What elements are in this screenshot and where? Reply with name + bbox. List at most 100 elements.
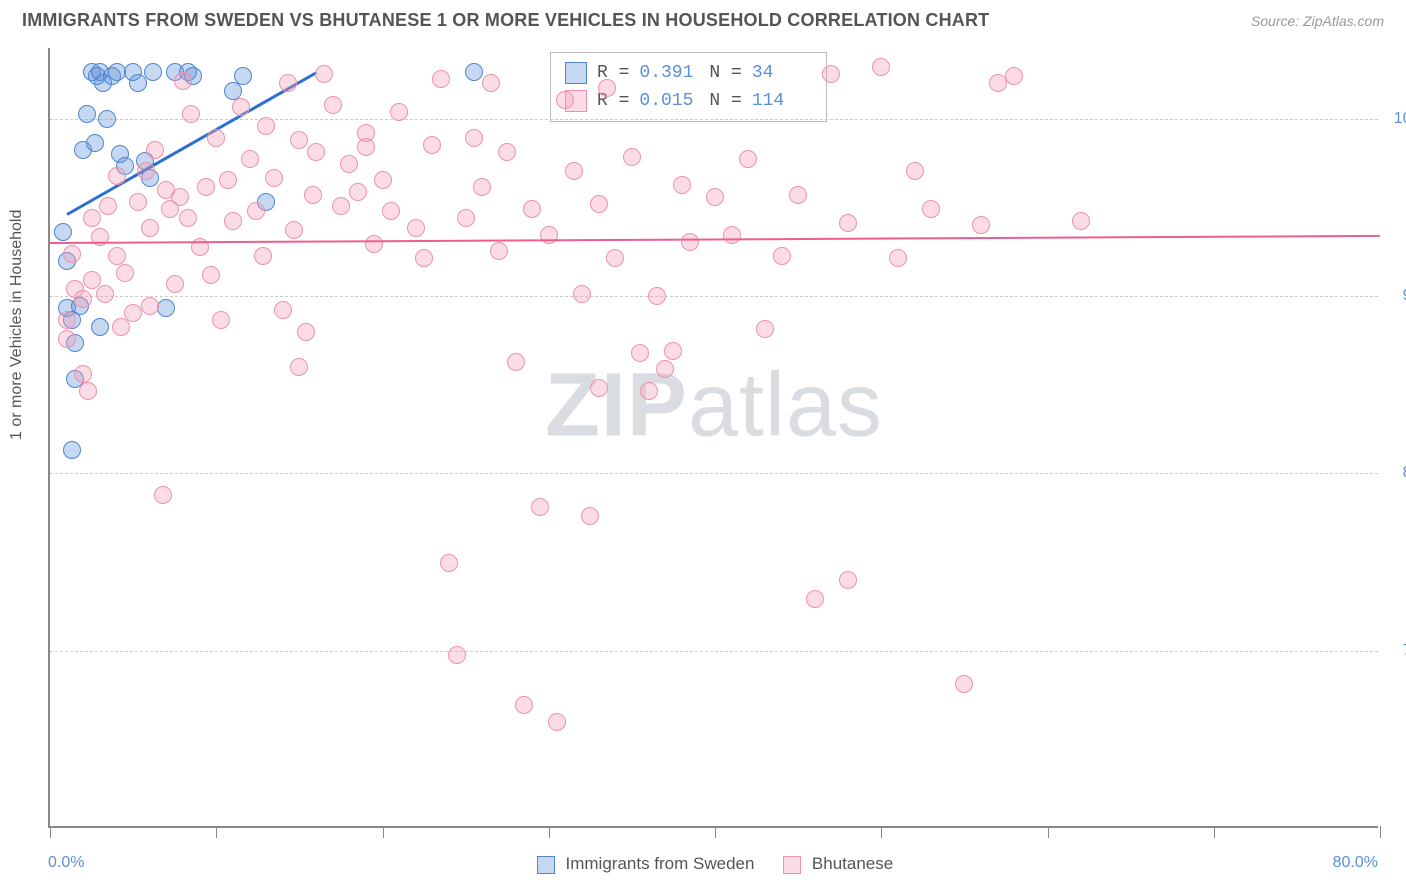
data-point [63,441,81,459]
data-point [219,171,237,189]
data-point [257,117,275,135]
data-point [648,287,666,305]
data-point [297,323,315,341]
data-point [839,214,857,232]
data-point [465,63,483,81]
data-point [440,554,458,572]
data-point [232,98,250,116]
gridline [50,296,1378,297]
data-point [523,200,541,218]
data-point [290,358,308,376]
data-point [382,202,400,220]
data-point [96,285,114,303]
xtick [549,826,550,838]
data-point [573,285,591,303]
data-point [656,360,674,378]
data-point [623,148,641,166]
data-point [171,188,189,206]
data-point [324,96,342,114]
xtick [383,826,384,838]
data-point [241,150,259,168]
data-point [640,382,658,400]
data-point [274,301,292,319]
legend-swatch-sweden [537,856,555,874]
data-point [79,382,97,400]
data-point [63,245,81,263]
data-point [457,209,475,227]
data-point [723,226,741,244]
data-point [254,247,272,265]
data-point [922,200,940,218]
data-point [83,209,101,227]
data-point [234,67,252,85]
data-point [141,297,159,315]
data-point [340,155,358,173]
data-point [357,138,375,156]
data-point [129,74,147,92]
gridline [50,473,1378,474]
data-point [99,197,117,215]
data-point [448,646,466,664]
xtick [881,826,882,838]
xtick [1380,826,1381,838]
source-label: Source: ZipAtlas.com [1251,13,1384,29]
stats-legend: R = 0.391 N = 34 R = 0.015 N = 114 [550,52,827,122]
data-point [144,63,162,81]
data-point [906,162,924,180]
data-point [179,209,197,227]
data-point [432,70,450,88]
xtick [715,826,716,838]
xtick [1214,826,1215,838]
legend-swatch-bhutanese [783,856,801,874]
data-point [265,169,283,187]
scatter-chart: ZIPatlas R = 0.391 N = 34 R = 0.015 N = … [48,48,1378,828]
data-point [590,379,608,397]
xtick [216,826,217,838]
data-point [212,311,230,329]
data-point [108,247,126,265]
bottom-legend: Immigrants from Sweden Bhutanese [0,854,1406,874]
data-point [789,186,807,204]
data-point [673,176,691,194]
data-point [224,212,242,230]
data-point [83,271,101,289]
data-point [498,143,516,161]
data-point [515,696,533,714]
watermark: ZIPatlas [545,354,883,457]
data-point [197,178,215,196]
data-point [839,571,857,589]
data-point [822,65,840,83]
data-point [86,134,104,152]
ytick-label: 77.5% [1388,642,1406,660]
data-point [129,193,147,211]
data-point [806,590,824,608]
data-point [1072,212,1090,230]
data-point [598,79,616,97]
ytick-label: 85.0% [1388,464,1406,482]
data-point [146,141,164,159]
ytick-label: 100.0% [1388,110,1406,128]
data-point [531,498,549,516]
data-point [739,150,757,168]
data-point [706,188,724,206]
data-point [174,72,192,90]
data-point [581,507,599,525]
data-point [872,58,890,76]
data-point [74,365,92,383]
y-axis-label: 1 or more Vehicles in Household [8,210,26,440]
data-point [58,311,76,329]
data-point [365,235,383,253]
data-point [315,65,333,83]
data-point [74,290,92,308]
data-point [490,242,508,260]
data-point [290,131,308,149]
chart-title: IMMIGRANTS FROM SWEDEN VS BHUTANESE 1 OR… [22,10,989,31]
data-point [304,186,322,204]
data-point [548,713,566,731]
data-point [108,63,126,81]
swatch-sweden [565,62,587,84]
data-point [889,249,907,267]
data-point [681,233,699,251]
data-point [664,342,682,360]
data-point [91,318,109,336]
